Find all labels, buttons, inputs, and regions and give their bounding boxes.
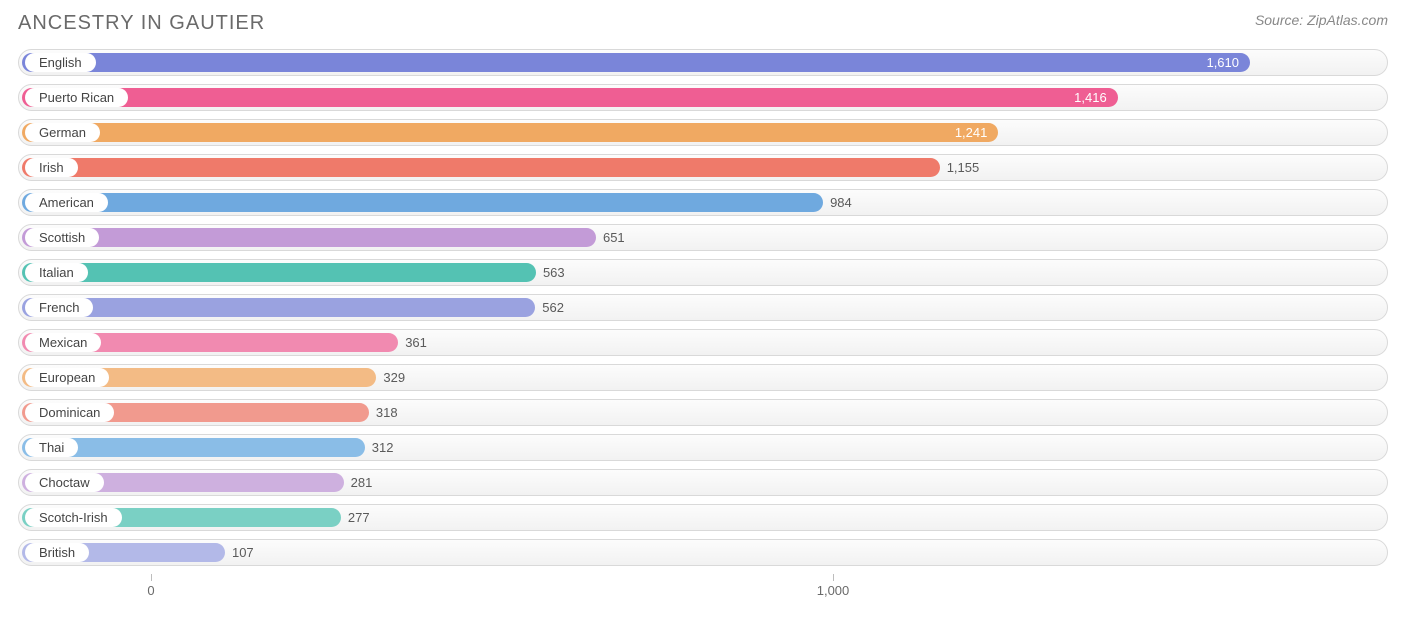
value-label: 361 [405,330,427,355]
chart-source: Source: ZipAtlas.com [1255,12,1388,28]
bar-track: Scottish 651 [18,224,1388,251]
bar-fill [22,228,596,247]
bar-track: British 107 [18,539,1388,566]
category-pill: British [25,543,89,562]
bar-track: Puerto Rican 1,416 [18,84,1388,111]
category-pill: Scotch-Irish [25,508,122,527]
bar-fill [22,123,998,142]
category-label: British [39,545,75,560]
chart-title: ANCESTRY IN GAUTIER [18,12,265,35]
category-pill: Thai [25,438,78,457]
bar-track: Choctaw 281 [18,469,1388,496]
category-label: Puerto Rican [39,90,114,105]
category-pill: Scottish [25,228,99,247]
bar-fill [22,158,940,177]
axis-tick-label: 1,000 [817,583,850,598]
category-label: German [39,125,86,140]
category-label: English [39,55,82,70]
category-pill: Irish [25,158,78,177]
category-label: Mexican [39,335,87,350]
bar-fill [22,263,536,282]
value-label: 1,241 [955,120,988,145]
value-label: 107 [232,540,254,565]
category-label: Thai [39,440,64,455]
value-label: 651 [603,225,625,250]
bar-track: Scotch-Irish 277 [18,504,1388,531]
category-pill: German [25,123,100,142]
chart-area: English 1,610 Puerto Rican 1,416 German 1,241… [18,49,1388,566]
category-label: Dominican [39,405,100,420]
value-label: 318 [376,400,398,425]
value-label: 1,155 [947,155,980,180]
category-label: European [39,370,95,385]
axis-tick [833,574,834,581]
bar-track: Thai 312 [18,434,1388,461]
category-label: Scottish [39,230,85,245]
value-label: 312 [372,435,394,460]
value-label: 277 [348,505,370,530]
bar-fill [22,88,1118,107]
category-pill: Puerto Rican [25,88,128,107]
x-axis: 01,0002,000 [18,574,1388,600]
category-pill: Choctaw [25,473,104,492]
bar-fill [22,193,823,212]
category-label: Irish [39,160,64,175]
category-pill: European [25,368,109,387]
category-pill: American [25,193,108,212]
value-label: 563 [543,260,565,285]
bar-track: German 1,241 [18,119,1388,146]
category-label: French [39,300,79,315]
bar-track: American 984 [18,189,1388,216]
value-label: 329 [383,365,405,390]
category-pill: French [25,298,93,317]
value-label: 1,610 [1206,50,1239,75]
category-pill: English [25,53,96,72]
bar-track: Mexican 361 [18,329,1388,356]
bar-track: Italian 563 [18,259,1388,286]
bar-track: French 562 [18,294,1388,321]
value-label: 562 [542,295,564,320]
bar-track: Irish 1,155 [18,154,1388,181]
category-label: American [39,195,94,210]
chart-header: ANCESTRY IN GAUTIER Source: ZipAtlas.com [18,12,1388,35]
value-label: 281 [351,470,373,495]
category-label: Choctaw [39,475,90,490]
axis-tick-label: 0 [147,583,154,598]
axis-tick [151,574,152,581]
category-pill: Mexican [25,333,101,352]
value-label: 1,416 [1074,85,1107,110]
value-label: 984 [830,190,852,215]
category-pill: Italian [25,263,88,282]
bar-track: Dominican 318 [18,399,1388,426]
bar-fill [22,53,1250,72]
bar-fill [22,298,535,317]
category-label: Scotch-Irish [39,510,108,525]
bar-track: European 329 [18,364,1388,391]
bar-track: English 1,610 [18,49,1388,76]
category-pill: Dominican [25,403,114,422]
category-label: Italian [39,265,74,280]
